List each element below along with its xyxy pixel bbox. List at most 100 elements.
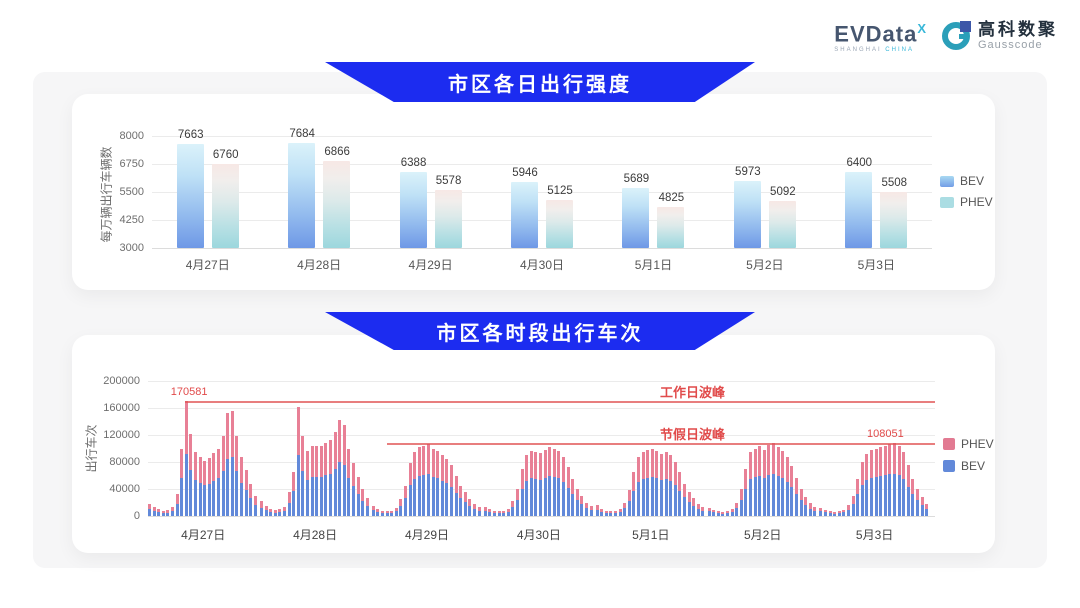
stacked-bar-4月27日-h4 [166, 509, 170, 516]
gridline-3000 [152, 248, 932, 249]
bev-segment [696, 508, 700, 516]
stacked-bar-5月3日-h22 [920, 497, 924, 516]
stacked-bar-4月30日-h21 [580, 495, 584, 516]
stacked-bar-5月2日-h11 [758, 446, 762, 516]
bar-value-phev: 6760 [212, 148, 239, 161]
phev-segment [575, 489, 579, 501]
phev-segment [477, 506, 481, 511]
phev-segment [762, 449, 766, 478]
phev-segment [865, 453, 869, 480]
bev-segment [445, 482, 449, 516]
bev-segment [333, 468, 337, 516]
stacked-bar-5月2日-h15 [776, 447, 780, 516]
phev-segment [264, 505, 268, 511]
stacked-bar-4月28日-h4 [278, 509, 282, 516]
bev-segment [194, 480, 197, 516]
bev-segment [692, 505, 696, 516]
bev-segment [920, 505, 924, 516]
header: EVDataX SHANGHAI CHINA 高科数聚 Gausscode [834, 18, 1058, 53]
stacked-bar-4月29日-h17 [450, 465, 453, 516]
y-tick-label: 160000 [103, 402, 140, 414]
phev-segment [721, 511, 725, 514]
bev-segment [529, 477, 533, 516]
bev-segment [497, 513, 501, 516]
bev-segment [203, 484, 207, 516]
bev-segment [483, 510, 487, 516]
phev-segment [916, 489, 919, 501]
phev-segment [394, 507, 398, 512]
x-label-5月1日: 5月1日 [634, 258, 673, 272]
phev-segment [287, 492, 291, 503]
phev-segment [771, 443, 775, 474]
phev-segment [580, 495, 584, 505]
phev-segment [561, 456, 565, 482]
stacked-bar-4月30日-h16 [557, 451, 561, 516]
phev-segment [180, 448, 184, 479]
phev-segment [609, 511, 613, 514]
bev-segment [748, 478, 752, 516]
bev-segment [226, 458, 230, 516]
bev-segment [618, 511, 622, 516]
bev-segment [879, 476, 883, 516]
stacked-bar-4月29日-h14 [436, 451, 440, 516]
chart2-legend-phev[interactable]: PHEV [943, 437, 994, 451]
y-tick-label: 0 [133, 510, 140, 522]
bev-segment [712, 512, 716, 516]
bev-segment [488, 512, 492, 516]
stacked-bar-4月27日-h8 [184, 400, 188, 516]
phev-segment [525, 455, 529, 481]
phev-segment [730, 509, 734, 513]
chart2-legend-bev[interactable]: BEV [943, 459, 994, 473]
stacked-bar-5月1日-h13 [655, 451, 659, 516]
bar-value-phev: 4825 [658, 192, 685, 205]
bev-segment [534, 478, 538, 516]
bev-segment [664, 478, 668, 516]
daily-intensity-card: 每万辆出行车辆数 BEV PHEV 8000 6750 5500 4250 3000 76… [72, 94, 995, 290]
phev-segment [856, 478, 860, 495]
phev-segment [906, 465, 910, 487]
stacked-bar-4月30日-h12 [538, 453, 542, 516]
phev-segment [520, 468, 524, 489]
stacked-bar-4月30日-h6 [511, 501, 515, 516]
stacked-bar-5月2日-h10 [753, 448, 757, 517]
phev-segment [637, 456, 640, 482]
bev-segment [427, 474, 430, 516]
stacked-bar-5月3日-h4 [837, 511, 841, 516]
stacked-bar-5月2日-h7 [739, 489, 743, 516]
bev-segment [171, 511, 174, 516]
phev-segment [319, 445, 323, 477]
stacked-bar-4月28日-h1 [264, 505, 268, 516]
stacked-bar-4月28日-h10 [305, 451, 309, 516]
workday-peak-label: 工作日波峰 [660, 384, 726, 400]
stacked-bar-4月27日-h17 [226, 413, 230, 516]
phev-segment [716, 511, 720, 514]
bev-segment [152, 511, 156, 516]
bev-segment [413, 478, 417, 516]
phev-segment [338, 420, 342, 463]
stacked-bar-4月27日-h20 [240, 456, 243, 516]
phev-segment [427, 443, 430, 475]
phev-segment [692, 498, 696, 506]
phev-segment [650, 448, 654, 477]
gridline-160000 [148, 408, 935, 409]
phev-segment [315, 445, 319, 477]
phev-segment [902, 451, 906, 479]
stacked-bar-5月2日-h18 [790, 466, 794, 516]
stacked-bar-5月1日-h7 [627, 490, 631, 516]
x-label-4月29日: 4月29日 [408, 258, 453, 272]
phev-segment [660, 453, 663, 480]
chart1-legend-bev[interactable]: BEV [940, 174, 993, 188]
bev-segment [762, 477, 766, 516]
bev-segment [468, 506, 472, 516]
phev-segment [614, 510, 617, 513]
bev-segment [511, 507, 515, 516]
chart1-legend-phev[interactable]: PHEV [940, 195, 993, 209]
stacked-bar-4月30日-h2 [492, 510, 496, 516]
stacked-bar-5月2日-h3 [721, 511, 725, 516]
bev-segment [492, 512, 496, 516]
phev-segment [310, 446, 314, 478]
bev-segment [548, 476, 552, 516]
bev-segment [771, 473, 775, 516]
bev-segment [180, 478, 184, 516]
phev-segment [171, 507, 174, 512]
